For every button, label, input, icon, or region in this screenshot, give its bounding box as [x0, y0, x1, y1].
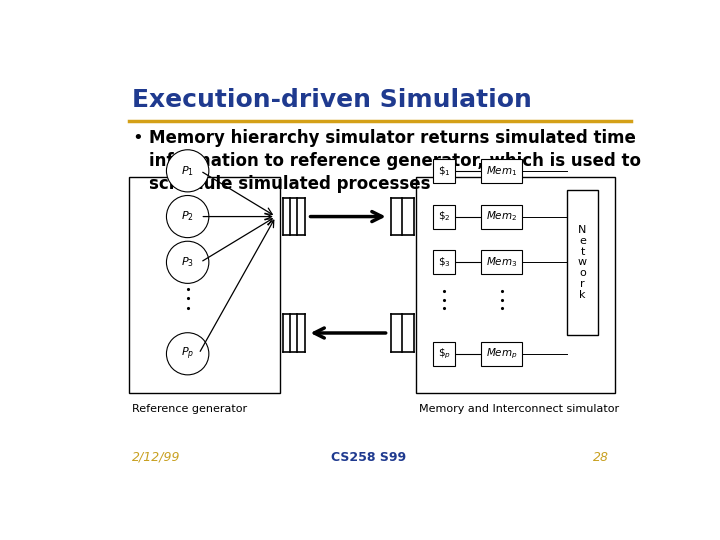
Ellipse shape: [166, 150, 209, 192]
Text: $Mem_3$: $Mem_3$: [486, 255, 517, 269]
Text: $Mem_1$: $Mem_1$: [486, 164, 517, 178]
Text: schedule simulated processes: schedule simulated processes: [148, 175, 430, 193]
Bar: [433, 250, 456, 274]
Bar: [433, 205, 456, 228]
Text: $\$_3$: $\$_3$: [438, 255, 451, 269]
Text: $P_1$: $P_1$: [181, 164, 194, 178]
Text: information to reference generator, which is used to: information to reference generator, whic…: [148, 152, 641, 170]
Text: •: •: [132, 129, 143, 147]
Text: $P_p$: $P_p$: [181, 346, 194, 362]
Ellipse shape: [166, 333, 209, 375]
Bar: [567, 190, 598, 335]
Text: 2/12/99: 2/12/99: [132, 451, 180, 464]
Ellipse shape: [166, 195, 209, 238]
Text: $Mem_2$: $Mem_2$: [486, 210, 517, 224]
Bar: [433, 342, 456, 366]
Text: $Mem_p$: $Mem_p$: [486, 347, 518, 361]
Bar: [481, 342, 523, 366]
Text: Execution-driven Simulation: Execution-driven Simulation: [132, 87, 532, 112]
Text: $\$_1$: $\$_1$: [438, 164, 451, 178]
Bar: [433, 159, 456, 183]
Text: $P_2$: $P_2$: [181, 210, 194, 224]
Bar: [481, 205, 523, 228]
Text: Reference generator: Reference generator: [132, 404, 247, 414]
Bar: [416, 177, 615, 393]
Text: $\$_2$: $\$_2$: [438, 210, 451, 224]
Bar: [481, 159, 523, 183]
Bar: [481, 250, 523, 274]
Bar: [129, 177, 280, 393]
Ellipse shape: [166, 241, 209, 284]
Text: Memory and Interconnect simulator: Memory and Interconnect simulator: [419, 404, 619, 414]
Text: $P_3$: $P_3$: [181, 255, 194, 269]
Text: 28: 28: [593, 451, 609, 464]
Text: CS258 S99: CS258 S99: [331, 451, 407, 464]
Text: $\$_p$: $\$_p$: [438, 347, 451, 361]
Text: N
e
t
w
o
r
k: N e t w o r k: [578, 225, 587, 300]
Text: Memory hierarchy simulator returns simulated time: Memory hierarchy simulator returns simul…: [148, 129, 636, 147]
